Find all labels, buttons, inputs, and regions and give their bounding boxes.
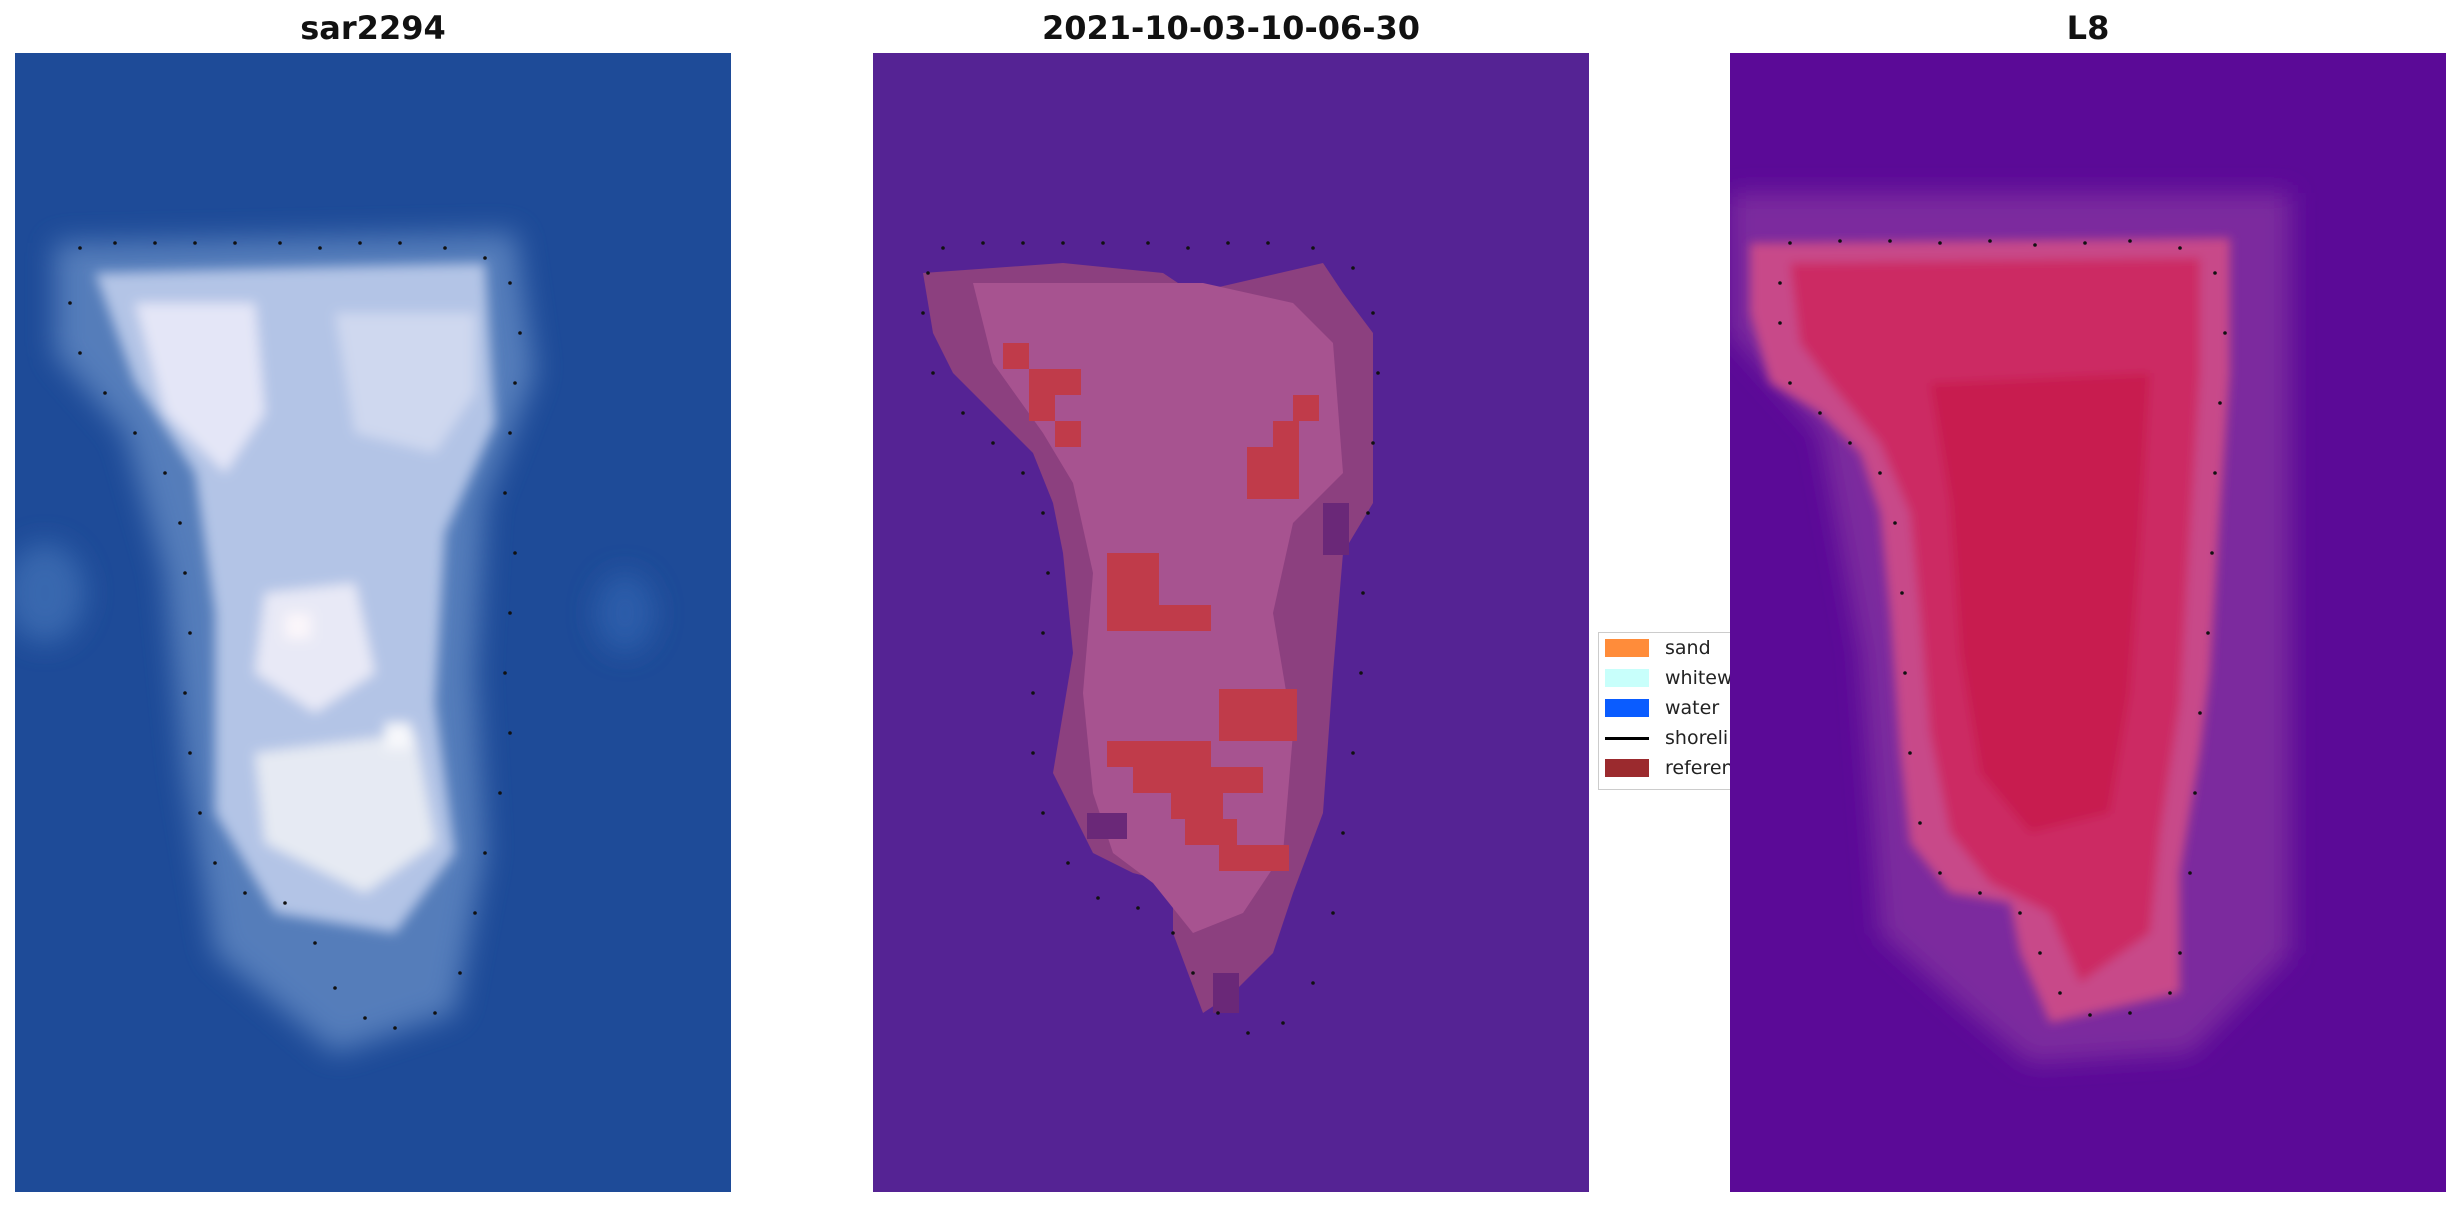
shoreline-swatch (1605, 736, 1649, 740)
shoreline-points-2 (921, 241, 1380, 1035)
legend-label: sand (1665, 637, 1711, 659)
index-image (1730, 53, 2446, 1192)
legend-label: reference shoreline buffer (1665, 757, 1730, 779)
shoreline-points (68, 241, 522, 1030)
sand-swatch (1605, 639, 1649, 657)
water-swatch (1605, 699, 1649, 717)
rgb-image (15, 53, 731, 1192)
reference-buffer-swatch (1605, 759, 1649, 777)
legend-item-reference-buffer: reference shoreline buffer (1605, 757, 1730, 779)
legend-item-water: water (1605, 697, 1719, 719)
panel-title-rgb: sar2294 (300, 9, 446, 47)
rgb-image-panel (15, 53, 731, 1192)
classification-image (873, 53, 1589, 1192)
legend-label: shoreline (1665, 727, 1730, 749)
legend-item-sand: sand (1605, 637, 1711, 659)
buffer-patches (1003, 343, 1319, 871)
classification-panel (873, 53, 1589, 1192)
whitewater-swatch (1605, 669, 1649, 687)
shoreline-points-3 (1778, 239, 2227, 1017)
panel-title-index: L8 (2066, 9, 2110, 47)
legend-item-shoreline: shoreline (1605, 727, 1730, 749)
panel-title-classification: 2021-10-03-10-06-30 (1041, 9, 1421, 47)
legend-label: water (1665, 697, 1720, 719)
index-image-panel (1730, 53, 2446, 1192)
